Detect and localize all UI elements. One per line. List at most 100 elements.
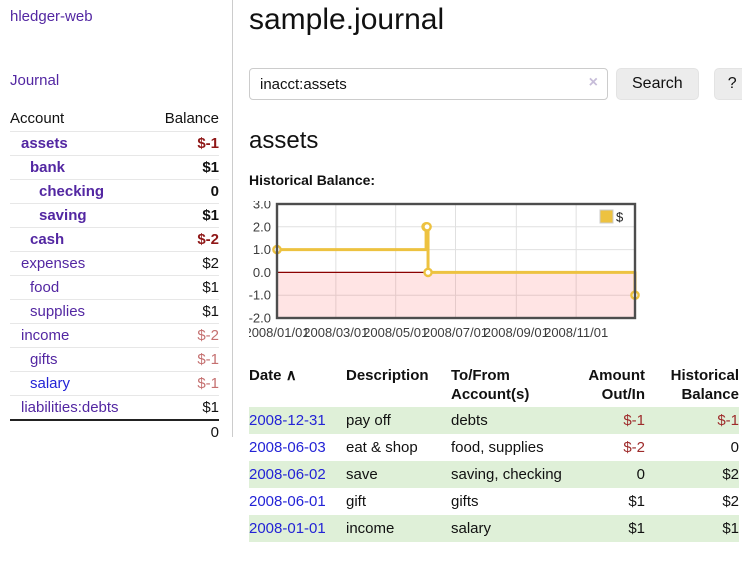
svg-text:-2.0: -2.0 bbox=[249, 311, 271, 326]
svg-text:-1.0: -1.0 bbox=[249, 288, 271, 303]
svg-text:1.0: 1.0 bbox=[253, 242, 271, 257]
help-button[interactable]: ? bbox=[713, 68, 742, 100]
search-field-wrap: × bbox=[249, 68, 608, 100]
transaction-amount: $-2 bbox=[623, 439, 645, 456]
account-balance: $-1 bbox=[149, 347, 219, 372]
account-balance: $-2 bbox=[149, 227, 219, 252]
transaction-row: 2008-01-01 income salary $1 $1 bbox=[249, 515, 739, 542]
transaction-description: gift bbox=[346, 493, 367, 510]
account-link[interactable]: income bbox=[21, 327, 70, 344]
transaction-date-link[interactable]: 2008-06-02 bbox=[249, 466, 326, 483]
account-row: income $-2 bbox=[10, 323, 219, 348]
account-balance: $-2 bbox=[149, 323, 219, 348]
account-row: assets $-1 bbox=[10, 131, 219, 156]
account-heading: assets bbox=[249, 127, 319, 154]
transaction-row: 2008-06-02 save saving, checking 0 $2 bbox=[249, 461, 739, 488]
transaction-amount: $1 bbox=[628, 520, 645, 537]
account-balance: $1 bbox=[149, 395, 219, 420]
register-table: Date ∧ Description To/From Account(s) Am… bbox=[249, 364, 739, 542]
transaction-amount: $1 bbox=[628, 493, 645, 510]
svg-text:2008/09/01: 2008/09/01 bbox=[484, 325, 549, 340]
account-row: liabilities:debts $1 bbox=[10, 395, 219, 420]
transaction-accounts: saving, checking bbox=[451, 466, 562, 483]
account-row: bank $1 bbox=[10, 155, 219, 180]
account-link[interactable]: food bbox=[30, 279, 60, 296]
transaction-date-link[interactable]: 2008-01-01 bbox=[249, 520, 326, 537]
account-link[interactable]: cash bbox=[30, 231, 65, 248]
total-row: 0 bbox=[10, 419, 219, 444]
account-link[interactable]: assets bbox=[21, 135, 68, 152]
account-row: salary $-1 bbox=[10, 371, 219, 396]
account-link[interactable]: checking bbox=[39, 183, 105, 200]
transaction-amount: $-1 bbox=[623, 412, 645, 429]
legend-swatch bbox=[599, 209, 614, 224]
account-tree-body: assets $-1 bank $1 checking 0 saving $1 cash $-2 e… bbox=[10, 131, 219, 420]
account-link[interactable]: supplies bbox=[30, 303, 86, 320]
search-form: × Search ? bbox=[249, 68, 742, 100]
account-balance: $1 bbox=[149, 155, 219, 180]
account-row: saving $1 bbox=[10, 203, 219, 228]
legend-label: $ bbox=[616, 210, 624, 225]
sidebar: hledger-web Journal Account Balance asse… bbox=[0, 0, 233, 444]
brand-link[interactable]: hledger-web bbox=[10, 8, 93, 25]
sidebar-item-journal[interactable]: Journal bbox=[10, 72, 60, 89]
account-balance: $-1 bbox=[149, 371, 219, 396]
account-link[interactable]: saving bbox=[39, 207, 87, 224]
transaction-row: 2008-06-03 eat & shop food, supplies $-2 0 bbox=[249, 434, 739, 461]
app-window: hledger-web Journal Account Balance asse… bbox=[0, 0, 742, 542]
transaction-description: eat & shop bbox=[346, 439, 418, 456]
transaction-row: 2008-06-01 gift gifts $1 $2 bbox=[249, 488, 739, 515]
svg-text:2008/01/01: 2008/01/01 bbox=[249, 325, 310, 340]
transaction-accounts: debts bbox=[451, 412, 488, 429]
amount-column-header: Amount Out/In bbox=[588, 367, 645, 403]
account-link[interactable]: salary bbox=[30, 375, 71, 392]
total-spacer bbox=[10, 419, 150, 444]
transaction-date-link[interactable]: 2008-06-01 bbox=[249, 493, 326, 510]
balance-column-header-register: Historical Balance bbox=[670, 367, 739, 403]
transaction-balance: $2 bbox=[722, 493, 739, 510]
svg-text:0.0: 0.0 bbox=[253, 265, 271, 280]
transaction-row: 2008-12-31 pay off debts $-1 $-1 bbox=[249, 407, 739, 434]
register-body: 2008-12-31 pay off debts $-1 $-1 2008-06-03 ea… bbox=[249, 407, 739, 542]
account-link[interactable]: expenses bbox=[21, 255, 86, 272]
transaction-amount: 0 bbox=[636, 466, 645, 483]
accounts-column-header: To/From Account(s) bbox=[451, 367, 530, 403]
transaction-accounts: salary bbox=[451, 520, 492, 537]
chart-canvas: 3.0 2.0 1.0 0.0 -1.0 -2.02008/01/012008/03/01… bbox=[244, 197, 640, 340]
transaction-date-link[interactable]: 2008-12-31 bbox=[249, 412, 326, 429]
transaction-balance: $-1 bbox=[717, 412, 739, 429]
balance-column-header: Balance bbox=[164, 110, 219, 127]
account-balance: $2 bbox=[149, 251, 219, 276]
account-balance: $1 bbox=[149, 203, 219, 228]
historical-balance-chart[interactable]: 3.0 2.0 1.0 0.0 -1.0 -2.0 2008/01/01 2008/03/01… bbox=[244, 197, 742, 342]
search-button[interactable]: Search bbox=[616, 68, 699, 100]
account-link[interactable]: liabilities:debts bbox=[21, 399, 119, 416]
svg-text:2008/03/01: 2008/03/01 bbox=[303, 325, 368, 340]
page-title: sample.journal bbox=[249, 3, 445, 36]
transaction-date-link[interactable]: 2008-06-03 bbox=[249, 439, 326, 456]
account-balance: $-1 bbox=[149, 131, 219, 156]
account-row: cash $-2 bbox=[10, 227, 219, 252]
account-link[interactable]: gifts bbox=[30, 351, 58, 368]
transaction-accounts: gifts bbox=[451, 493, 479, 510]
svg-text:2008/07/01: 2008/07/01 bbox=[423, 325, 488, 340]
account-column-header: Account bbox=[10, 110, 65, 127]
account-row: gifts $-1 bbox=[10, 347, 219, 372]
account-balance: 0 bbox=[149, 179, 219, 204]
chart-label: Historical Balance: bbox=[249, 172, 376, 188]
svg-text:2.0: 2.0 bbox=[253, 219, 271, 234]
description-column-header: Description bbox=[346, 367, 429, 384]
account-balance: $1 bbox=[149, 275, 219, 300]
total-balance: 0 bbox=[149, 419, 219, 444]
main-content: sample.journal × Search ? assets Histori… bbox=[233, 0, 742, 542]
transaction-balance: 0 bbox=[730, 439, 739, 456]
account-tree-table: Account Balance assets $-1 bank $1 checking 0… bbox=[10, 110, 219, 444]
account-row: expenses $2 bbox=[10, 251, 219, 276]
clear-search-icon[interactable]: × bbox=[588, 74, 598, 91]
account-row: supplies $1 bbox=[10, 299, 219, 324]
search-input[interactable] bbox=[249, 68, 608, 100]
transaction-balance: $1 bbox=[722, 520, 739, 537]
account-link[interactable]: bank bbox=[30, 159, 66, 176]
svg-text:3.0: 3.0 bbox=[253, 201, 271, 212]
transaction-description: save bbox=[346, 466, 378, 483]
